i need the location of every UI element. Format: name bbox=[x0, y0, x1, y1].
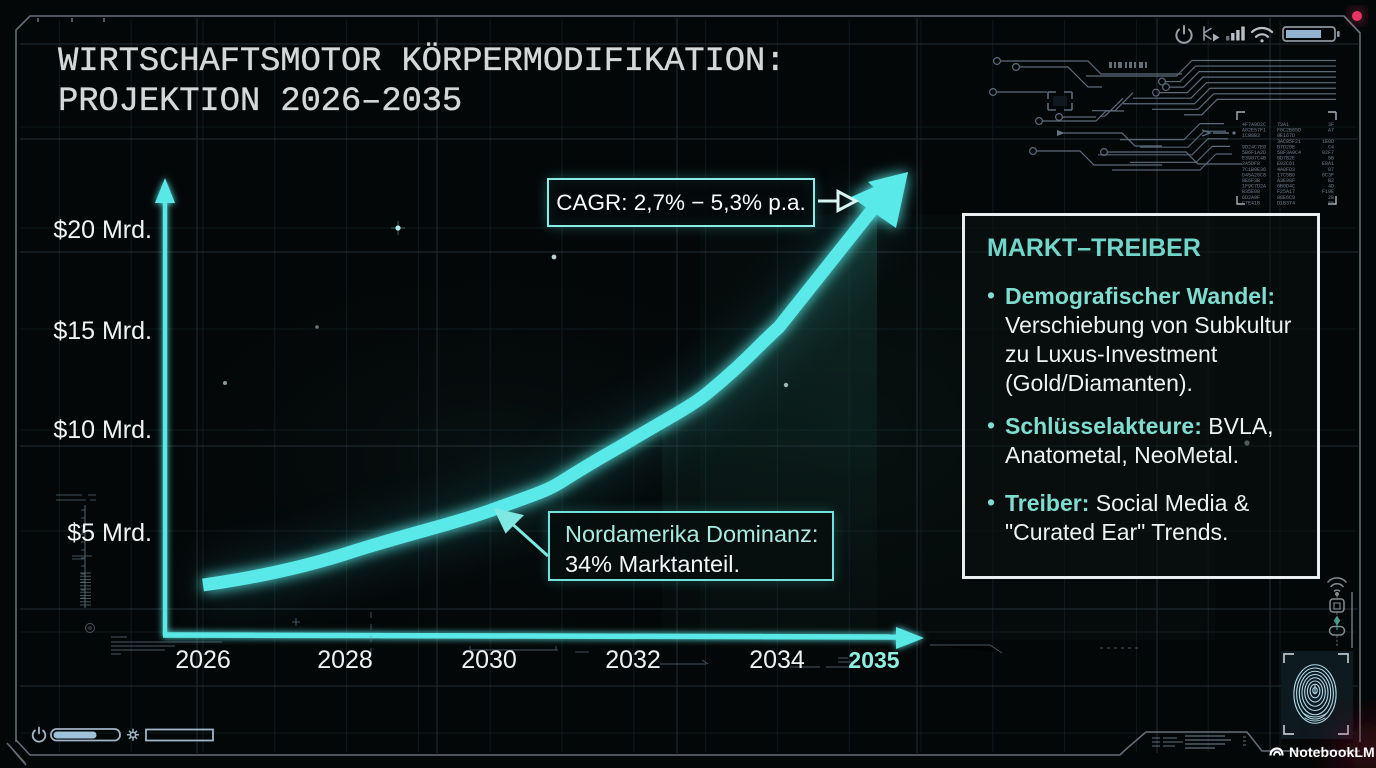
svg-text:A3E98F: A3E98F bbox=[1277, 178, 1295, 184]
svg-text:92F7: 92F7 bbox=[1322, 150, 1334, 156]
svg-text:F25A17: F25A17 bbox=[1277, 189, 1295, 195]
svg-text:E3907C4B: E3907C4B bbox=[1242, 156, 1266, 162]
svg-text:4A8FD3: 4A8FD3 bbox=[1277, 167, 1295, 173]
svg-text:C7E41B: C7E41B bbox=[1242, 200, 1260, 206]
svg-text:D45A20C8: D45A20C8 bbox=[1242, 172, 1266, 178]
svg-text:2A5DF8: 2A5DF8 bbox=[1242, 161, 1260, 167]
svg-text:7C1B9E36: 7C1B9E36 bbox=[1242, 167, 1266, 173]
svg-text:73A1: 73A1 bbox=[1277, 122, 1289, 128]
svg-text:5B: 5B bbox=[1328, 156, 1334, 162]
svg-text:A7: A7 bbox=[1328, 128, 1334, 134]
svg-text:F0C2B85D: F0C2B85D bbox=[1277, 128, 1301, 134]
svg-text:4D: 4D bbox=[1328, 184, 1334, 190]
svg-text:B35E08: B35E08 bbox=[1242, 189, 1260, 195]
svg-text:08E6C9: 08E6C9 bbox=[1277, 195, 1295, 201]
svg-text:F19E: F19E bbox=[1322, 189, 1334, 195]
svg-text:6D2A9F: 6D2A9F bbox=[1242, 195, 1260, 201]
svg-text:D1B374: D1B374 bbox=[1277, 200, 1295, 206]
svg-text:4F7A9D2C: 4F7A9D2C bbox=[1242, 122, 1266, 128]
svg-text:6C3F: 6C3F bbox=[1322, 172, 1334, 178]
svg-text:17C5B0: 17C5B0 bbox=[1277, 172, 1295, 178]
svg-text:9E167D: 9E167D bbox=[1277, 133, 1295, 139]
svg-text:58F3A9C4: 58F3A9C4 bbox=[1277, 150, 1301, 156]
svg-text:6B0D4C: 6B0D4C bbox=[1277, 184, 1295, 190]
svg-text:E92C61: E92C61 bbox=[1277, 161, 1295, 167]
svg-text:A02E57F1: A02E57F1 bbox=[1242, 128, 1266, 134]
svg-text:B2: B2 bbox=[1328, 178, 1334, 184]
svg-text:9D24C7E0: 9D24C7E0 bbox=[1242, 144, 1266, 150]
svg-text:C4: C4 bbox=[1328, 144, 1334, 150]
svg-text:85: 85 bbox=[1328, 200, 1334, 206]
svg-text:3F: 3F bbox=[1328, 122, 1334, 128]
svg-text:5B6F1A2D: 5B6F1A2D bbox=[1242, 150, 1266, 156]
svg-text:1E0D: 1E0D bbox=[1322, 139, 1334, 145]
svg-text:E8A1: E8A1 bbox=[1322, 161, 1334, 167]
svg-text:07: 07 bbox=[1328, 167, 1334, 173]
svg-text:3AC85F21: 3AC85F21 bbox=[1277, 139, 1301, 145]
svg-text:1F9C7D2A: 1F9C7D2A bbox=[1242, 184, 1266, 190]
svg-text:0D7B2E: 0D7B2E bbox=[1277, 156, 1295, 162]
svg-text:2B: 2B bbox=[1328, 195, 1334, 201]
svg-text:1C88B3: 1C88B3 bbox=[1242, 133, 1260, 139]
svg-text:B7D20E: B7D20E bbox=[1277, 144, 1295, 150]
svg-text:8E6F3B: 8E6F3B bbox=[1242, 178, 1260, 184]
